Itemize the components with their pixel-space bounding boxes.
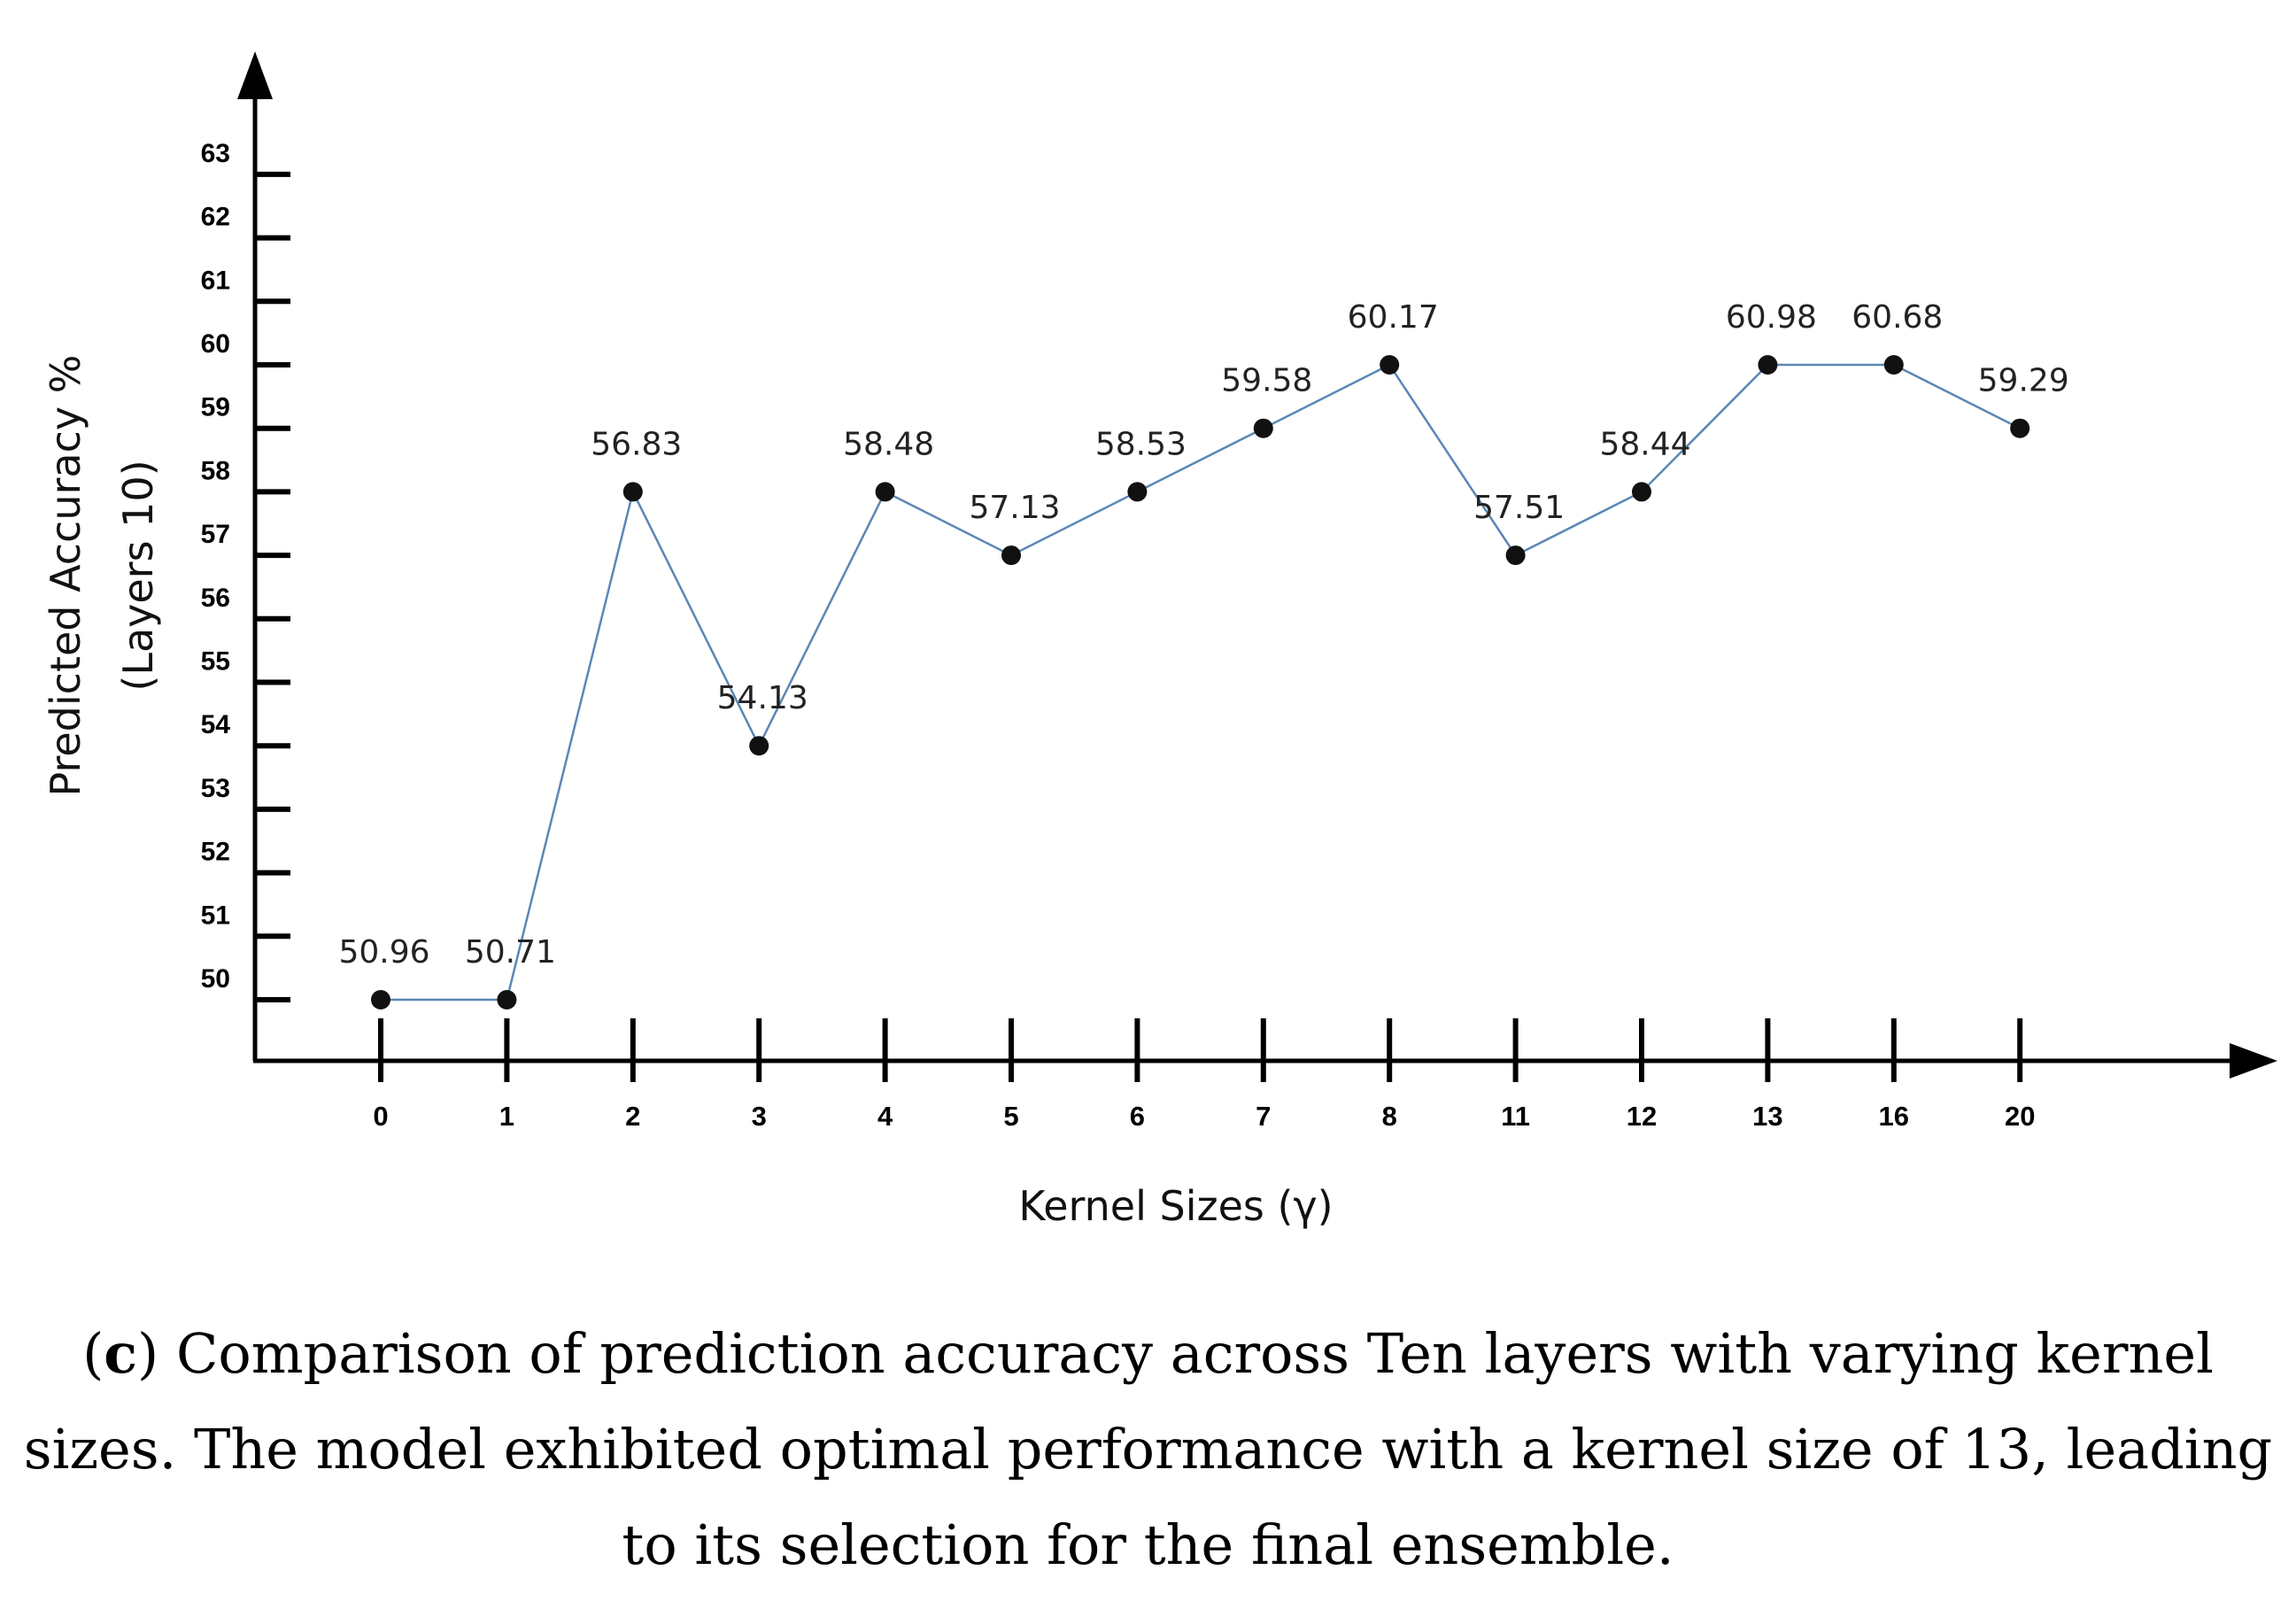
data-labels: 50.96 50.71 56.83 54.13 58.48 57.13 58.53 59.58… <box>338 299 2068 971</box>
y-tick-label: 50 <box>201 964 230 994</box>
y-tick-label: 57 <box>201 520 230 549</box>
y-tick-label: 51 <box>201 901 230 930</box>
y-tick-label: 61 <box>201 266 230 295</box>
y-tick-label: 58 <box>201 456 230 485</box>
data-point <box>1253 418 1273 438</box>
y-axis-arrow-icon <box>237 51 273 99</box>
y-tick-label: 55 <box>201 647 230 677</box>
data-point <box>875 482 895 502</box>
y-tick-label: 63 <box>201 139 230 168</box>
figure-caption: (c) Comparison of prediction accuracy ac… <box>23 1321 2273 1577</box>
caption-label: c <box>104 1321 138 1386</box>
data-point <box>1505 545 1526 566</box>
data-label: 59.29 <box>1978 363 2069 399</box>
data-points <box>371 355 2030 1009</box>
data-point <box>749 736 769 756</box>
x-axis-title: Kernel Sizes (γ) <box>1018 1182 1333 1230</box>
data-label: 57.13 <box>969 490 1060 526</box>
data-label: 56.83 <box>591 426 682 462</box>
y-axis-title-line-2: (Layers 10) <box>114 460 162 691</box>
x-tick-label: 13 <box>1752 1101 1782 1132</box>
data-point <box>622 482 643 502</box>
x-tick-label: 1 <box>499 1101 514 1132</box>
x-tick-label: 5 <box>1003 1101 1018 1132</box>
data-label: 60.17 <box>1348 299 1439 336</box>
caption-text: Comparison of prediction accuracy across… <box>23 1321 2273 1577</box>
data-label: 59.58 <box>1221 363 1312 399</box>
y-tick-label: 56 <box>201 584 230 613</box>
x-tick-label: 0 <box>373 1101 388 1132</box>
data-label: 50.71 <box>465 934 556 971</box>
data-label: 58.53 <box>1095 426 1187 462</box>
y-axis-title: Predicted Accuracy % (Layers 10) <box>42 355 162 797</box>
data-label: 50.96 <box>338 934 429 971</box>
data-label: 60.68 <box>1851 299 1943 336</box>
axes <box>237 51 2277 1079</box>
data-point <box>1883 355 1904 375</box>
data-point <box>1127 482 1148 502</box>
data-point <box>497 990 517 1009</box>
y-axis-title-line-1: Predicted Accuracy % <box>42 355 89 797</box>
y-tick-label: 54 <box>201 710 231 739</box>
data-point <box>1001 545 1021 566</box>
x-tick-label: 20 <box>2005 1101 2035 1132</box>
x-tick-label: 12 <box>1627 1101 1657 1132</box>
data-point <box>1380 355 1400 375</box>
y-tick-label: 62 <box>201 203 230 232</box>
y-tick-label: 60 <box>201 329 230 359</box>
y-tick-label: 59 <box>201 393 230 422</box>
x-tick-label: 3 <box>752 1101 767 1132</box>
data-label-highlight: 60.98 <box>1726 299 1817 336</box>
x-tick-label: 4 <box>877 1101 893 1132</box>
x-ticks: 0 1 2 3 4 5 6 7 8 11 12 13 16 20 <box>373 1018 2035 1132</box>
x-tick-label: 2 <box>625 1101 640 1132</box>
y-ticks: 50 51 52 53 54 55 56 57 58 59 60 61 62 63 <box>201 139 290 1002</box>
x-tick-label: 6 <box>1130 1101 1145 1132</box>
x-axis-arrow-icon <box>2230 1043 2277 1079</box>
y-tick-label: 53 <box>201 774 230 803</box>
data-point <box>371 990 390 1009</box>
y-tick-label: 52 <box>201 838 230 867</box>
x-tick-label: 16 <box>1879 1101 1909 1132</box>
x-tick-label: 11 <box>1501 1101 1530 1132</box>
data-point <box>1632 482 1651 502</box>
data-label: 54.13 <box>717 680 808 716</box>
series-line <box>381 363 2021 1002</box>
data-label: 58.44 <box>1599 426 1690 462</box>
data-label: 57.51 <box>1473 490 1565 526</box>
x-tick-label: 7 <box>1256 1101 1271 1132</box>
x-tick-label: 8 <box>1382 1101 1397 1132</box>
data-label: 58.48 <box>843 426 934 462</box>
data-point <box>2010 418 2030 438</box>
data-point <box>1758 355 1778 375</box>
